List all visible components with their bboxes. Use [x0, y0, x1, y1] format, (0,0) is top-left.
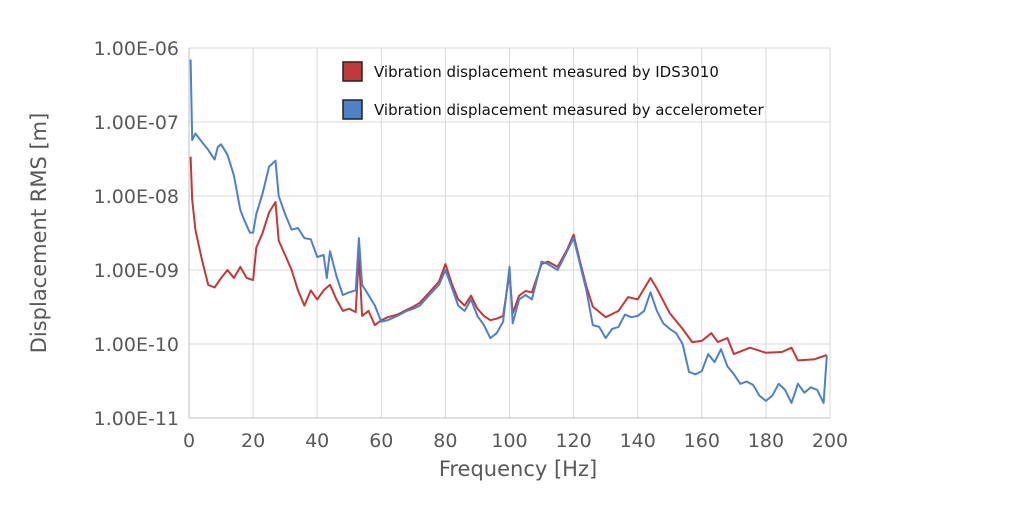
- x-tick-label: 20: [241, 430, 265, 452]
- legend-label-ids3010: Vibration displacement measured by IDS30…: [374, 63, 719, 81]
- series-line-accelerometer: [189, 59, 828, 404]
- x-tick-label: 0: [183, 430, 195, 452]
- legend: Vibration displacement measured by IDS30…: [342, 61, 764, 120]
- x-tick-label: 200: [812, 430, 848, 452]
- series-lines: [189, 59, 828, 404]
- x-tick-label: 120: [555, 430, 591, 452]
- x-tick-label: 140: [620, 430, 656, 452]
- legend-label-accelerometer: Vibration displacement measured by accel…: [374, 101, 764, 119]
- y-tick-label: 1.00E-07: [94, 112, 179, 134]
- x-tick-label: 100: [491, 430, 527, 452]
- y-tick-label: 1.00E-11: [94, 408, 179, 430]
- y-axis-label: Displacement RMS [m]: [27, 113, 51, 354]
- y-tick-label: 1.00E-08: [94, 186, 179, 208]
- x-tick-label: 40: [305, 430, 329, 452]
- y-tick-label: 1.00E-10: [94, 334, 179, 356]
- y-tick-label: 1.00E-09: [94, 260, 179, 282]
- x-tick-label: 80: [433, 430, 457, 452]
- x-tick-label: 180: [748, 430, 784, 452]
- x-tick-label: 160: [684, 430, 720, 452]
- legend-swatch-ids3010: [342, 61, 363, 82]
- x-tick-label: 60: [369, 430, 393, 452]
- grid: [188, 47, 831, 419]
- y-tick-label: 1.00E-06: [94, 38, 179, 60]
- legend-swatch-accelerometer: [342, 99, 363, 120]
- tick-labels: 0 20 40 60 80 100 120 140 160 180 200 1.00E-06 1.00E…: [94, 38, 848, 452]
- series-line-ids3010: [189, 156, 828, 362]
- x-axis-label: Frequency [Hz]: [439, 457, 597, 481]
